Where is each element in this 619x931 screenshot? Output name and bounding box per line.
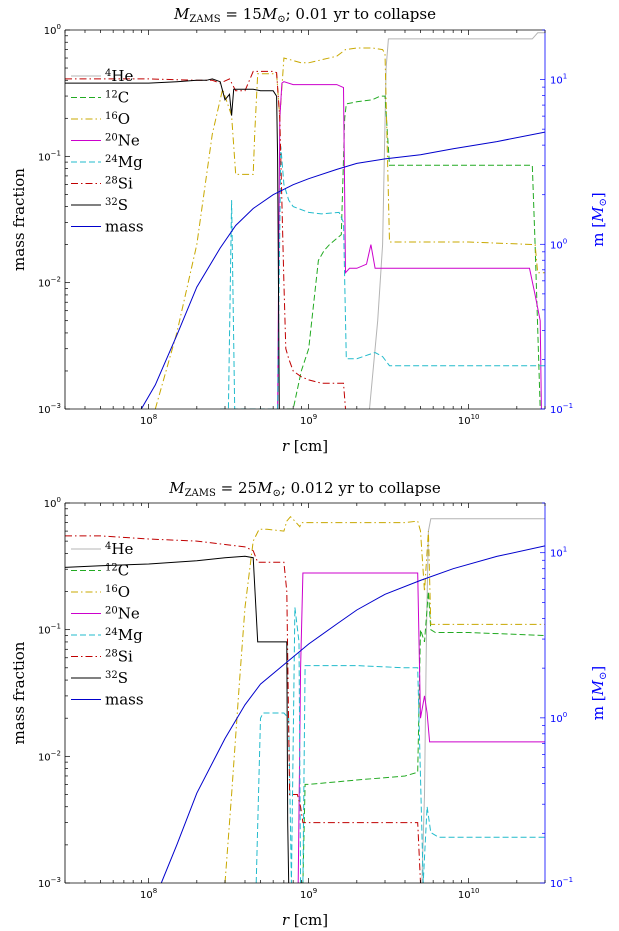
x-tick-label: 1010: [458, 887, 480, 901]
legend-label-mass: mass: [105, 691, 144, 709]
x-tick-label: 109: [300, 887, 317, 901]
legend-label-4He: 4He: [105, 67, 133, 85]
x-tick-label: 108: [140, 887, 157, 901]
legend-label-12C: 12C: [105, 89, 129, 107]
series-line-12C: [286, 95, 541, 409]
y-tick-label: 10−2: [38, 276, 61, 290]
y-right-tick-label: 10−1: [550, 402, 573, 416]
x-axis-label: r [cm]: [282, 911, 328, 929]
chart-title: MZAMS = 25M⊙; 0.012 yr to collapse: [168, 479, 441, 499]
series-line-24Mg: [255, 607, 545, 883]
y-tick-label: 10−3: [38, 402, 61, 416]
legend-label-4He: 4He: [105, 540, 133, 558]
legend-label-32S: 32S: [105, 196, 128, 214]
series-group: [65, 32, 545, 409]
y-right-tick-label: 100: [550, 237, 567, 251]
legend: 4He 12C 16O 20Ne 24Mg 28Si 32S mass: [71, 540, 144, 709]
y-axis-label: mass fraction: [10, 168, 28, 271]
y-right-tick-label: 100: [550, 711, 567, 725]
series-line-4He: [369, 32, 545, 409]
chart-panel-2: MZAMS = 25M⊙; 0.012 yr to collapse 108 109…: [10, 479, 609, 929]
legend: 4He 12C 16O 20Ne 24Mg 28Si 32S mass: [71, 67, 144, 236]
legend-label-32S: 32S: [105, 669, 128, 687]
x-tick-label: 109: [300, 413, 317, 427]
series-line-28Si: [65, 535, 421, 883]
x-axis-label: r [cm]: [282, 437, 328, 455]
series-line-20Ne: [277, 81, 542, 409]
series-group: [65, 515, 545, 883]
y-right-tick-label: 101: [550, 546, 567, 560]
series-line-12C: [299, 591, 545, 883]
legend-label-mass: mass: [105, 218, 144, 236]
y-right-tick-label: 101: [550, 73, 567, 87]
legend-label-20Ne: 20Ne: [105, 132, 140, 150]
y-tick-label: 10−2: [38, 749, 61, 763]
legend-label-24Mg: 24Mg: [105, 153, 143, 171]
y-tick-label: 10−1: [38, 149, 61, 163]
legend-label-12C: 12C: [105, 562, 129, 580]
series-line-16O: [224, 515, 545, 883]
x-tick-label: 108: [140, 413, 157, 427]
x-tick-label: 1010: [458, 413, 480, 427]
legend-label-28Si: 28Si: [105, 648, 133, 666]
legend-label-24Mg: 24Mg: [105, 626, 143, 644]
series-line-28Si: [65, 70, 346, 409]
chart-panel-1: MZAMS = 15M⊙; 0.01 yr to collapse 108 109 1…: [10, 5, 609, 455]
series-line-mass: [140, 131, 545, 409]
y-right-axis-label: m [M⊙]: [589, 666, 609, 720]
y-tick-label: 100: [44, 496, 61, 510]
chart-title: MZAMS = 15M⊙; 0.01 yr to collapse: [173, 5, 436, 25]
series-line-mass: [160, 545, 545, 883]
y-tick-label: 10−1: [38, 623, 61, 637]
series-line-16O: [154, 47, 545, 409]
series-line-24Mg: [220, 146, 545, 409]
series-line-32S: [65, 78, 280, 409]
series-line-20Ne: [297, 572, 545, 883]
y-tick-label: 100: [44, 23, 61, 37]
y-axis-label: mass fraction: [10, 641, 28, 744]
series-line-32S: [65, 555, 290, 883]
legend-label-16O: 16O: [105, 110, 130, 128]
y-right-axis-label: m [M⊙]: [589, 192, 609, 246]
legend-label-20Ne: 20Ne: [105, 605, 140, 623]
y-tick-label: 10−3: [38, 876, 61, 890]
y-right-tick-label: 10−1: [550, 876, 573, 890]
legend-label-16O: 16O: [105, 583, 130, 601]
legend-label-28Si: 28Si: [105, 175, 133, 193]
